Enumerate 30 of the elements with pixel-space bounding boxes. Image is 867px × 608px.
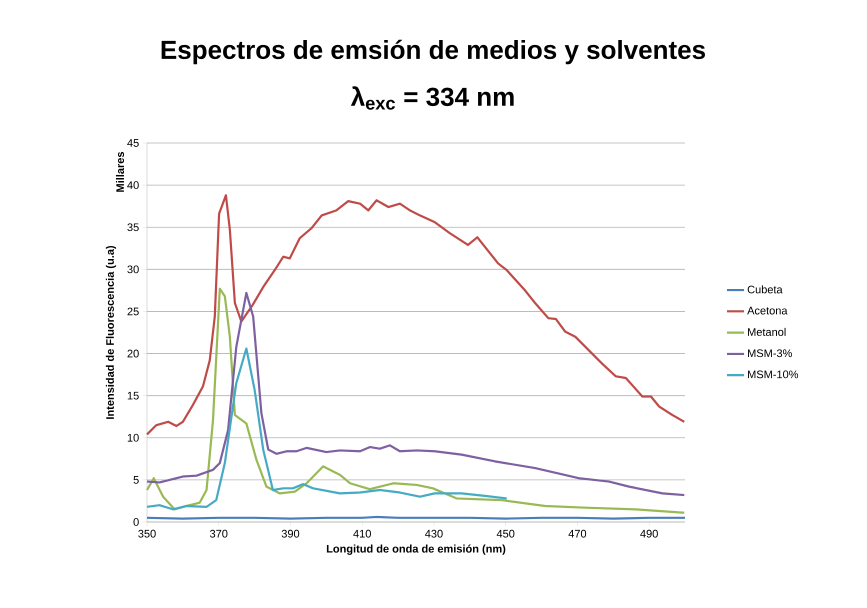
line-series <box>146 194 686 436</box>
x-tick-label: 490 <box>640 530 658 538</box>
x-tick-label: 430 <box>425 530 443 538</box>
legend-label: Acetona <box>747 306 788 314</box>
legend-label: Cubeta <box>748 285 783 294</box>
legend-label: Metanol <box>748 328 786 336</box>
y-tick-label: 25 <box>128 308 139 316</box>
y-tick-label: 10 <box>128 434 139 442</box>
y-tick-label: 40 <box>127 181 139 190</box>
y-tick-label: 15 <box>128 392 139 400</box>
x-tick-label: 450 <box>496 530 514 538</box>
chart-title: Espectros de emsión de medios y solventes <box>162 40 705 64</box>
text: Millares <box>116 152 124 192</box>
x-tick-label: 390 <box>282 530 300 538</box>
chart-subtitle: λ$_{exc}$ = 334 nm <box>350 86 514 110</box>
legend-label: MSM-10% <box>748 370 798 378</box>
y-tick-label: 0 <box>134 518 139 526</box>
legend-label: MSM-3% <box>748 349 792 358</box>
line-series <box>146 347 508 510</box>
y-axis-title: Intensidad de Fluorescencia (u.a) <box>106 246 116 419</box>
x-axis-title: Longitud de onda de emisión (nm) <box>326 544 506 555</box>
x-tick-label: 350 <box>138 530 156 538</box>
y-tick-label: 30 <box>127 265 139 274</box>
x-tick-label: 410 <box>353 530 371 538</box>
y-tick-label: 35 <box>127 223 139 232</box>
y-tick-label: 20 <box>128 350 139 358</box>
x-tick-label: 470 <box>568 530 586 538</box>
y-tick-label: 5 <box>134 476 139 484</box>
x-tick-label: 370 <box>210 530 228 538</box>
y-tick-label: 45 <box>127 139 139 147</box>
